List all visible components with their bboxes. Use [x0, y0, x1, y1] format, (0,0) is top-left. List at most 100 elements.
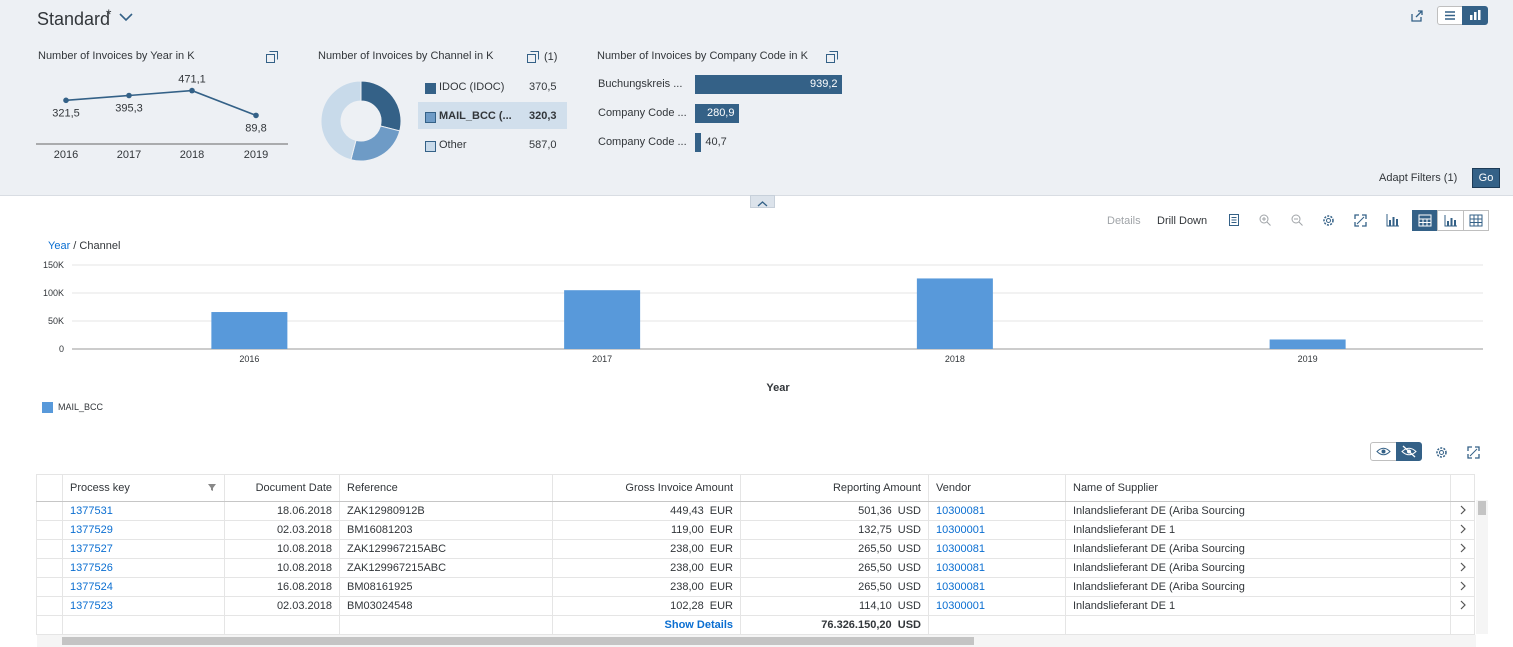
vendor-link[interactable]: 10300081 — [928, 501, 1066, 521]
chart-type-icon[interactable] — [1385, 213, 1400, 228]
details-button[interactable]: Details — [1107, 215, 1141, 227]
vendor-link[interactable]: 10300081 — [928, 558, 1066, 578]
horizontal-scrollbar-thumb[interactable] — [62, 637, 974, 645]
channel-donut-chart[interactable] — [318, 78, 404, 164]
table-row[interactable]: 1377524 16.08.2018 BM08161925 238,00 EUR 265,… — [36, 577, 1475, 597]
table-icon — [1469, 214, 1483, 227]
main-column-chart[interactable]: 0 50K 100K 150K 2016 2017 2018 2019 Year — [0, 250, 1513, 400]
table-row[interactable]: 1377526 10.08.2018 ZAK129967215ABC 238,00 EU… — [36, 558, 1475, 578]
legend-icon[interactable] — [1227, 213, 1241, 227]
company-bar[interactable] — [695, 75, 842, 94]
expand-icon[interactable] — [825, 50, 839, 64]
chart-table-combo-toggle[interactable] — [1412, 210, 1438, 231]
settings-gear-icon[interactable] — [1321, 213, 1336, 228]
table-view-toggle[interactable] — [1437, 6, 1463, 25]
zoom-in-icon[interactable] — [1258, 213, 1272, 227]
year-point[interactable] — [126, 92, 132, 99]
row-selector-cell[interactable] — [36, 558, 63, 578]
vendor-link[interactable]: 10300081 — [928, 539, 1066, 559]
row-selector-cell[interactable] — [36, 577, 63, 597]
row-navigation[interactable] — [1450, 520, 1475, 540]
breadcrumb-year-link[interactable]: Year — [48, 240, 71, 252]
go-button[interactable]: Go — [1472, 168, 1500, 188]
process-key-link[interactable]: 1377526 — [62, 558, 225, 578]
column-header-vendor[interactable]: Vendor — [928, 474, 1066, 502]
y-tick-label: 150K — [43, 260, 64, 270]
share-icon[interactable] — [1409, 8, 1425, 24]
amount-value: 119,00 — [670, 524, 704, 536]
row-selector-cell[interactable] — [36, 501, 63, 521]
expand-icon[interactable] — [265, 50, 279, 64]
zoom-out-icon[interactable] — [1290, 213, 1304, 227]
horizontal-scrollbar[interactable] — [37, 635, 1476, 647]
row-selector-header — [36, 474, 63, 502]
row-navigation[interactable] — [1450, 596, 1475, 616]
column-header-gross-invoice-amount[interactable]: Gross Invoice Amount — [552, 474, 741, 502]
column-header-name-of-supplier[interactable]: Name of Supplier — [1065, 474, 1451, 502]
column-header-document-date[interactable]: Document Date — [224, 474, 340, 502]
row-selector-cell[interactable] — [36, 596, 63, 616]
year-point[interactable] — [253, 112, 259, 119]
chart-only-toggle[interactable] — [1437, 210, 1464, 231]
table-row[interactable]: 1377529 02.03.2018 BM16081203 119,00 EUR 132,… — [36, 520, 1475, 540]
vertical-scrollbar-thumb[interactable] — [1478, 501, 1486, 515]
row-navigation[interactable] — [1450, 501, 1475, 521]
column-bar[interactable] — [564, 290, 641, 349]
filter-icon[interactable] — [207, 482, 217, 495]
column-bar[interactable] — [211, 312, 288, 349]
table-only-toggle[interactable] — [1463, 210, 1489, 231]
column-bar[interactable] — [916, 278, 993, 349]
vendor-link[interactable]: 10300081 — [928, 577, 1066, 597]
collapse-header-button[interactable] — [750, 195, 775, 208]
chart-view-toggle[interactable] — [1462, 6, 1488, 25]
vendor-link[interactable]: 10300001 — [928, 520, 1066, 540]
donut-slice[interactable] — [350, 125, 401, 162]
expand-icon[interactable] — [526, 50, 540, 64]
adapt-filters-button[interactable]: Adapt Filters (1) — [1379, 172, 1458, 184]
chevron-down-icon[interactable] — [118, 10, 134, 24]
company-bar-value: 939,2 — [810, 78, 838, 90]
show-hidden-toggle[interactable] — [1370, 442, 1397, 461]
fullscreen-icon[interactable] — [1353, 213, 1368, 228]
year-point[interactable] — [63, 97, 69, 104]
row-navigation[interactable] — [1450, 539, 1475, 559]
company-bar[interactable] — [695, 104, 739, 123]
table-row[interactable]: 1377527 10.08.2018 ZAK129967215ABC 238,00 EU… — [36, 539, 1475, 559]
table-fullscreen-icon[interactable] — [1466, 445, 1481, 460]
variant-title[interactable]: Standard — [37, 9, 111, 29]
process-key-link[interactable]: 1377523 — [62, 596, 225, 616]
show-details-link[interactable]: Show Details — [552, 615, 741, 635]
reporting-amount-cell: 265,50 USD — [740, 558, 929, 578]
process-key-link[interactable]: 1377524 — [62, 577, 225, 597]
variant-dirty-marker: * — [106, 6, 112, 22]
table-row[interactable]: 1377523 02.03.2018 BM03024548 102,28 EUR 114,… — [36, 596, 1475, 616]
column-header-reporting-amount[interactable]: Reporting Amount — [740, 474, 929, 502]
company-bar[interactable] — [695, 133, 702, 152]
drill-down-button[interactable]: Drill Down — [1157, 215, 1208, 227]
table-settings-gear-icon[interactable] — [1434, 445, 1449, 460]
table-row[interactable]: 1377531 18.06.2018 ZAK12980912B 449,43 EUR 50… — [36, 501, 1475, 521]
process-key-link[interactable]: 1377527 — [62, 539, 225, 559]
year-value-label: 89,8 — [245, 122, 266, 134]
process-key-link[interactable]: 1377531 — [62, 501, 225, 521]
vendor-link[interactable]: 10300001 — [928, 596, 1066, 616]
row-navigation[interactable] — [1450, 558, 1475, 578]
process-key-link[interactable]: 1377529 — [62, 520, 225, 540]
donut-slice[interactable] — [360, 80, 402, 132]
channel-legend-label[interactable]: IDOC (IDOC) — [439, 81, 505, 93]
column-header-process-key[interactable]: Process key — [62, 474, 225, 502]
row-selector-cell[interactable] — [36, 539, 63, 559]
donut-slice[interactable] — [320, 80, 362, 161]
row-selector-cell[interactable] — [36, 520, 63, 540]
vertical-scrollbar[interactable] — [1476, 500, 1488, 634]
year-line-chart[interactable]: 321,5 2016 395,3 2017 471,1 2018 89,8 2019 — [34, 72, 290, 164]
column-bar[interactable] — [1269, 339, 1346, 349]
column-header-reference[interactable]: Reference — [339, 474, 553, 502]
channel-legend-label[interactable]: Other — [439, 139, 467, 151]
total-reporting-amount: 76.326.150,20 USD — [740, 615, 929, 635]
hide-toggle[interactable] — [1396, 442, 1422, 461]
row-navigation[interactable] — [1450, 577, 1475, 597]
gross-amount-cell: 238,00 EUR — [552, 577, 741, 597]
channel-legend-label[interactable]: MAIL_BCC (... — [439, 110, 512, 122]
year-point[interactable] — [189, 87, 195, 94]
